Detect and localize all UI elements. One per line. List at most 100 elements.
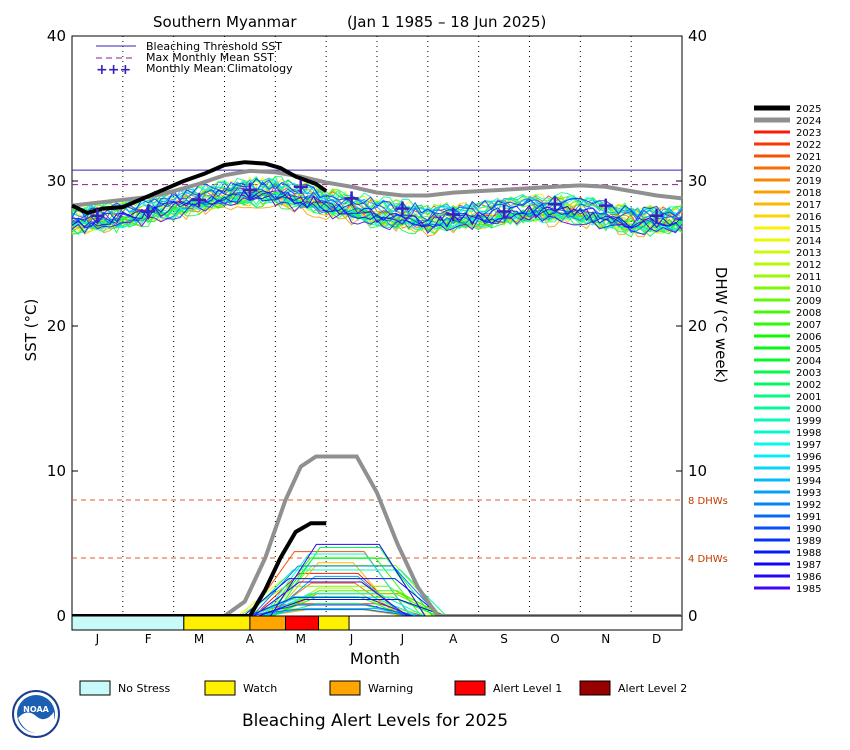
sst-line-1990	[71, 181, 683, 223]
year-legend-label-1998: 1998	[796, 428, 821, 439]
alert-key-swatch	[579, 680, 611, 696]
climatology-marker	[242, 182, 257, 197]
dhw-line-1987	[258, 599, 446, 617]
month-label: O	[550, 632, 559, 646]
month-label: M	[194, 632, 204, 646]
noaa-logo-text: NOAA	[23, 705, 49, 714]
sst-line-2024	[71, 168, 683, 208]
year-legend-label-2009: 2009	[796, 296, 821, 307]
month-label: A	[449, 632, 458, 646]
chart-title: Southern Myanmar	[153, 13, 297, 31]
sst-line-1986	[71, 190, 683, 230]
year-legend: 2025202420232022202120202019201820172016…	[754, 104, 821, 595]
month-label: J	[95, 632, 100, 646]
year-legend-label-2016: 2016	[796, 212, 821, 223]
climatology-marker	[344, 191, 359, 206]
dhw-line-1989	[248, 596, 413, 617]
year-legend-label-2006: 2006	[796, 332, 821, 343]
year-legend-label-2005: 2005	[796, 344, 821, 355]
month-label: F	[145, 632, 152, 646]
dhw-line-1992	[251, 565, 440, 617]
mmm-legend-label: Max Monthly Mean SST	[146, 51, 274, 64]
dhw-line-1998	[262, 553, 412, 617]
climatology-markers	[90, 179, 664, 223]
year-legend-label-2010: 2010	[796, 284, 821, 295]
y-axis-ticks: 0 0 10 10 20 20 30 30 40 40	[47, 27, 707, 625]
climatology-marker	[141, 204, 156, 219]
year-legend-label-2002: 2002	[796, 380, 821, 391]
y-tick-label-left: 20	[47, 317, 66, 335]
dhw-line-2008	[272, 590, 444, 617]
year-legend-label-2004: 2004	[796, 356, 821, 367]
year-legend-label-1990: 1990	[796, 524, 821, 535]
chart-date-range: (Jan 1 1985 – 18 Jun 2025)	[347, 13, 546, 31]
year-legend-label-2020: 2020	[796, 164, 821, 175]
year-legend-label-2018: 2018	[796, 188, 821, 199]
year-legend-label-1986: 1986	[796, 572, 821, 583]
alert-key-label: Alert Level 2	[618, 682, 687, 695]
alert-level-bar	[71, 615, 683, 631]
dhw-line-1997	[263, 593, 425, 617]
sst-line-1998	[71, 192, 683, 232]
year-legend-label-1991: 1991	[796, 512, 821, 523]
dhw-reference-label: 8 DHWs	[688, 496, 728, 507]
alert-key-label: No Stress	[118, 682, 171, 695]
x-axis-label: Month	[350, 649, 400, 668]
month-label: S	[500, 632, 508, 646]
year-legend-label-1996: 1996	[796, 452, 821, 463]
dhw-line-2017	[272, 562, 400, 617]
climatology-marker	[90, 208, 105, 223]
year-legend-label-2013: 2013	[796, 248, 821, 259]
sst-line-1996	[71, 191, 683, 233]
climatology-legend-marker: +++	[96, 62, 131, 78]
dhw-reference-label: 4 DHWs	[688, 554, 728, 565]
year-legend-label-2007: 2007	[796, 320, 821, 331]
year-legend-label-2019: 2019	[796, 176, 821, 187]
dhw-line-1985	[253, 581, 408, 617]
year-legend-label-2014: 2014	[796, 236, 821, 247]
year-legend-label-2024: 2024	[796, 116, 821, 127]
noaa-logo: NOAA	[12, 690, 60, 738]
alert-key-swatch	[79, 680, 111, 696]
alert-segment	[183, 615, 251, 631]
climatology-marker	[649, 208, 664, 223]
year-legend-label-1985: 1985	[796, 584, 821, 595]
year-legend-label-2001: 2001	[796, 392, 821, 403]
dhw-line-1986	[270, 543, 426, 617]
year-legend-label-2017: 2017	[796, 200, 821, 211]
alert-key: No Stress Watch Warning Alert Level 1 Alert …	[79, 680, 687, 696]
dhw-line-2004	[266, 557, 433, 617]
month-label: D	[652, 632, 661, 646]
climatology-marker	[192, 192, 207, 207]
alert-segment	[249, 615, 287, 631]
dhw-line-1991	[246, 609, 414, 617]
year-legend-label-2015: 2015	[796, 224, 821, 235]
sst-line-2025	[71, 160, 328, 216]
sst-line-1985	[71, 195, 683, 236]
year-legend-label-1992: 1992	[796, 500, 821, 511]
y-tick-label-right: 10	[688, 462, 707, 480]
year-legend-label-2000: 2000	[796, 404, 821, 415]
sst-line-1987	[71, 190, 683, 230]
year-legend-label-2023: 2023	[796, 128, 821, 139]
y-tick-label-left: 30	[47, 172, 66, 190]
year-legend-label-2012: 2012	[796, 260, 821, 271]
climatology-marker	[497, 204, 512, 219]
y-tick-label-left: 40	[47, 27, 66, 45]
alert-key-swatch	[454, 680, 486, 696]
sst-line-1988	[71, 188, 683, 228]
dhw-line-2024	[72, 454, 682, 618]
alert-key-label: Warning	[368, 682, 413, 695]
alert-key-label: Watch	[243, 682, 277, 695]
y-axis-label-left: SST (°C)	[22, 299, 40, 362]
y-axis-label-right: DHW (°C week)	[712, 267, 730, 383]
climatology-marker	[446, 207, 461, 222]
month-label: J	[349, 632, 354, 646]
year-legend-label-1994: 1994	[796, 476, 821, 487]
bottom-title: Bleaching Alert Levels for 2025	[242, 711, 508, 731]
dhw-line-2025	[72, 521, 327, 618]
historical-year-series	[71, 175, 683, 617]
year-legend-label-2003: 2003	[796, 368, 821, 379]
